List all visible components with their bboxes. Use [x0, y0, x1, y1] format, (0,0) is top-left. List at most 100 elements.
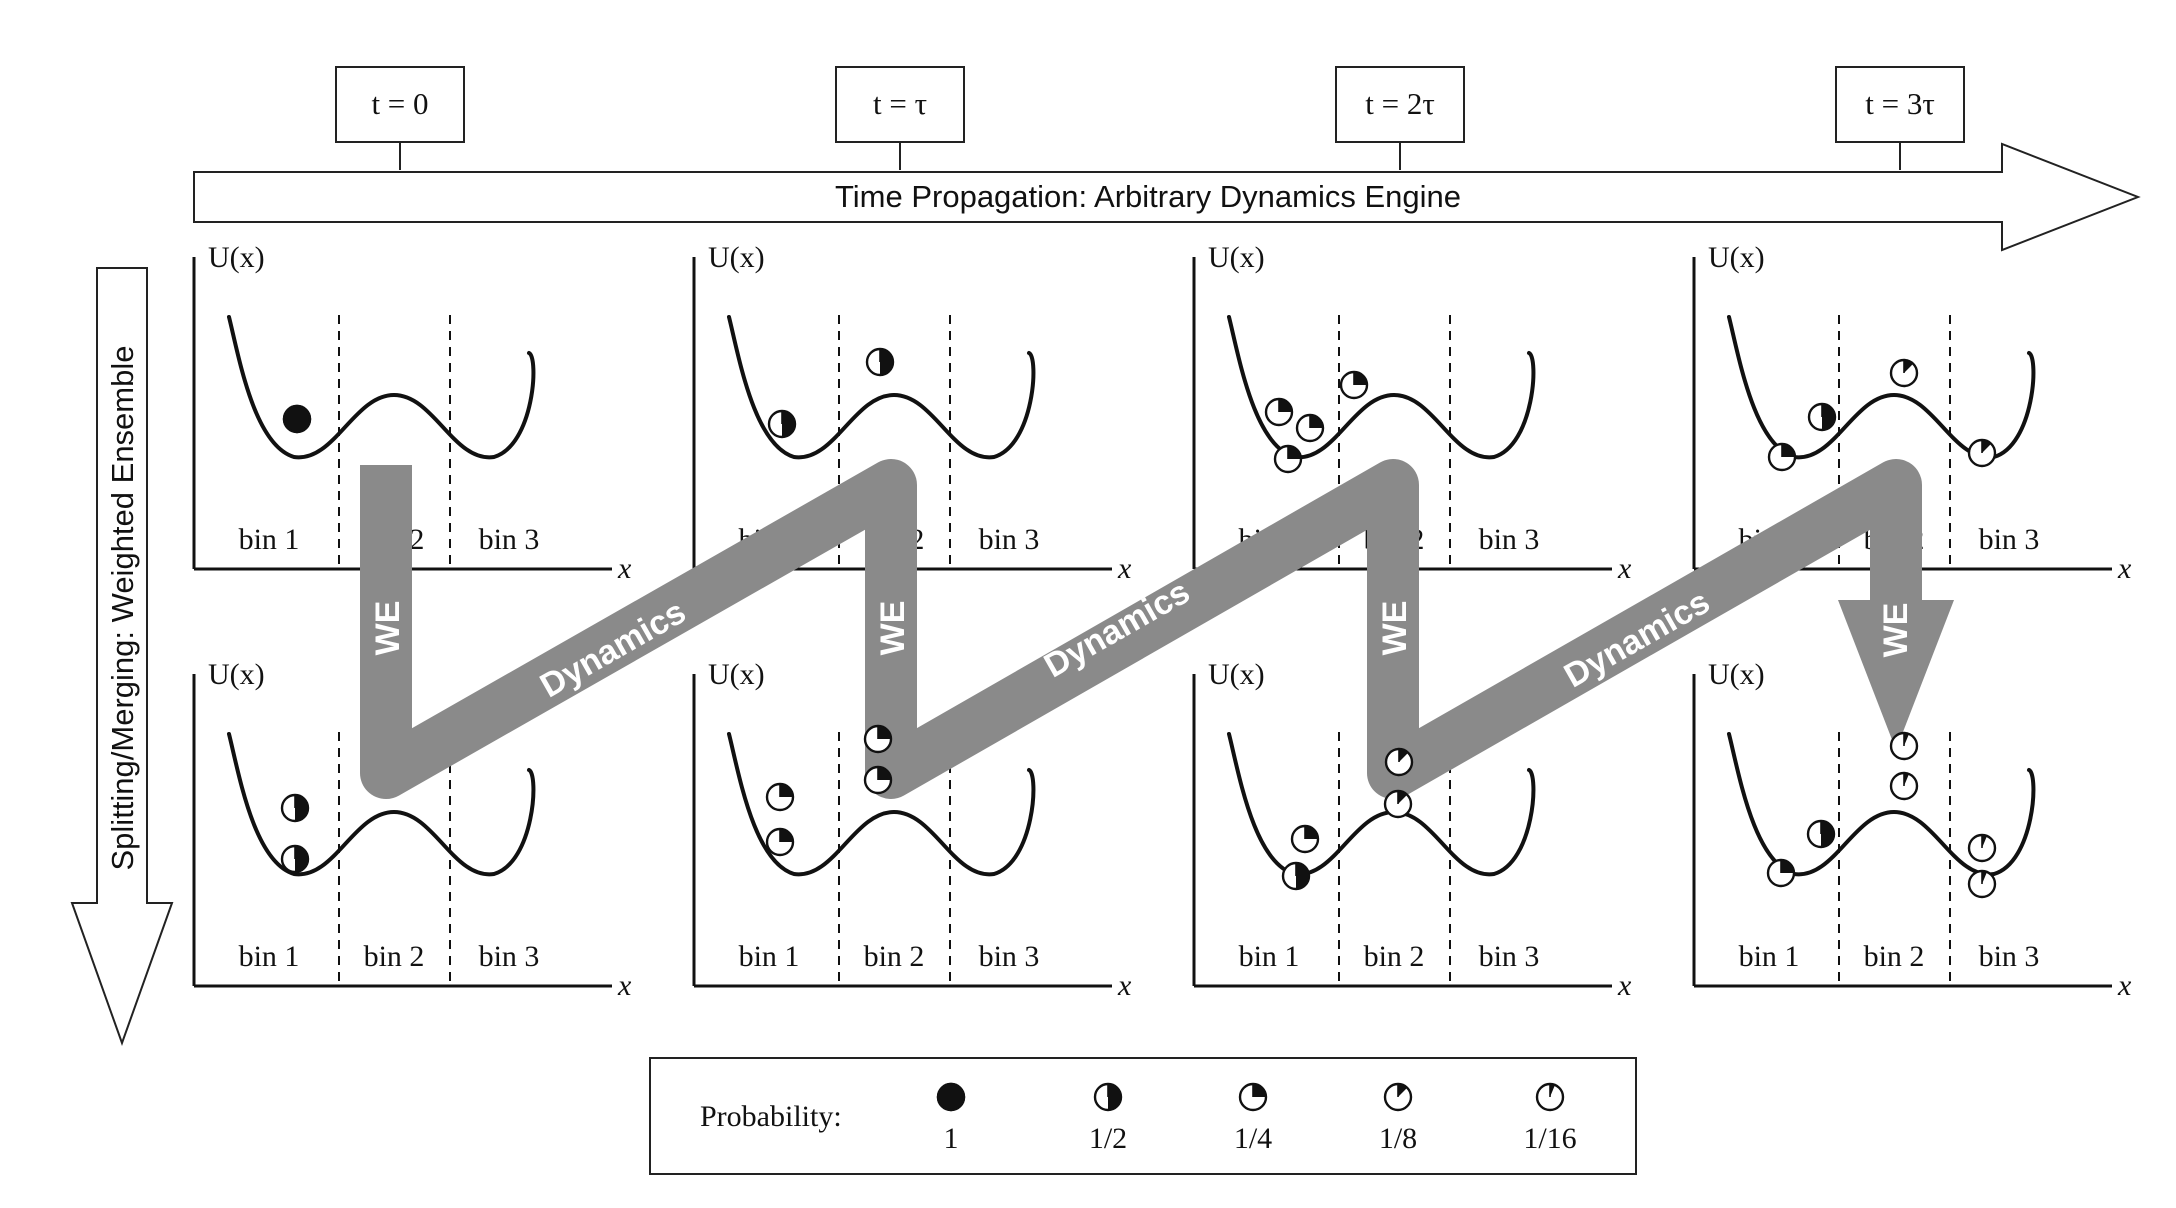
walker-marker: [1766, 858, 1796, 888]
bin-label-2: bin 2: [364, 940, 425, 973]
panel-bottom-1: U(x) x bin 1 bin 2 bin 3: [692, 658, 1132, 1002]
probability-legend: Probability: 1 1/2 1/4 1/8 1/16: [649, 1057, 1637, 1175]
walker-marker: [1807, 402, 1837, 432]
walker-marker: [1967, 833, 1997, 863]
x-axis-label: x: [1617, 552, 1632, 585]
walker-marker: [767, 409, 797, 439]
flow-label-we: WE: [1877, 603, 1915, 658]
potential-curve: [727, 315, 1036, 460]
time-tick-1: t = τ: [835, 66, 965, 170]
time-tick-3: t = 3τ: [1835, 66, 1965, 170]
bin-label-2: bin 2: [1364, 940, 1425, 973]
bin-label-3: bin 3: [979, 940, 1040, 973]
potential-curve: [727, 732, 1036, 877]
bin-label-3: bin 3: [479, 940, 540, 973]
legend-marker: [1383, 1082, 1413, 1112]
bin-label-1: bin 1: [239, 523, 300, 556]
legend-label: 1: [944, 1122, 959, 1155]
legend-marker: [1535, 1082, 1565, 1112]
bin-label-3: bin 3: [479, 523, 540, 556]
bin-label-1: bin 1: [1239, 940, 1300, 973]
legend-item: 1/8: [1379, 1082, 1417, 1155]
time-label: t = 0: [371, 86, 428, 121]
x-axis-label: x: [1117, 552, 1132, 585]
walker-marker: [1273, 444, 1303, 474]
bin-label-3: bin 3: [1479, 940, 1540, 973]
bin-label-3: bin 3: [1979, 940, 2040, 973]
legend-item: 1/4: [1234, 1082, 1272, 1155]
legend-marker: [936, 1082, 966, 1112]
legend-item: 1: [936, 1082, 966, 1155]
legend-item: 1/2: [1089, 1082, 1127, 1155]
bin-label-3: bin 3: [1979, 523, 2040, 556]
legend-marker: [1238, 1082, 1268, 1112]
walker-marker: [1339, 370, 1369, 400]
walker-marker: [1295, 413, 1325, 443]
time-propagation-arrow: Time Propagation: Arbitrary Dynamics Eng…: [193, 142, 2141, 252]
walker-marker: [865, 347, 895, 377]
legend-item: 1/16: [1523, 1082, 1577, 1155]
bin-label-3: bin 3: [979, 523, 1040, 556]
legend-label: 1/8: [1379, 1122, 1417, 1155]
flow-path: WE WE WE WE Dynamics Dynamics Dynamics: [360, 459, 1954, 799]
x-axis-label: x: [2117, 552, 2132, 585]
potential-curve: [1727, 732, 2036, 877]
legend-label: 1/16: [1523, 1122, 1576, 1155]
potential-label: U(x): [708, 241, 765, 274]
bin-label-1: bin 1: [739, 940, 800, 973]
walker-marker: [1967, 438, 1997, 468]
walker-marker: [1281, 861, 1311, 891]
time-tick-0: t = 0: [335, 66, 465, 170]
walker-marker: [1384, 747, 1414, 777]
walker-marker: [1806, 819, 1836, 849]
flow-label-we: WE: [369, 601, 407, 656]
potential-label: U(x): [1708, 658, 1765, 691]
walker-marker: [282, 404, 312, 434]
potential-label: U(x): [708, 658, 765, 691]
walker-marker: [765, 827, 795, 857]
walker-marker: [863, 765, 893, 795]
potential-curve: [227, 732, 536, 877]
bin-label-1: bin 1: [239, 940, 300, 973]
walker-marker: [280, 844, 310, 874]
potential-label: U(x): [1208, 658, 1265, 691]
potential-curve: [1727, 315, 2036, 460]
walker-marker: [1889, 771, 1919, 801]
flow-arrowhead: [1838, 600, 1954, 750]
time-label: t = τ: [873, 86, 927, 121]
flow-label-we: WE: [1376, 601, 1414, 656]
x-axis-label: x: [1117, 969, 1132, 1002]
bin-label-2: bin 2: [1864, 940, 1925, 973]
legend-items: 1 1/2 1/4 1/8 1/16: [936, 1082, 1577, 1155]
potential-curve: [1227, 315, 1536, 460]
vertical-arrow-label: Splitting/Merging: Weighted Ensemble: [105, 346, 140, 871]
walker-marker: [863, 724, 893, 754]
potential-label: U(x): [1708, 241, 1765, 274]
legend-title: Probability:: [700, 1100, 842, 1133]
time-label: t = 3τ: [1865, 86, 1935, 121]
potential-label: U(x): [1208, 241, 1265, 274]
time-arrow-label: Time Propagation: Arbitrary Dynamics Eng…: [835, 179, 1461, 214]
time-tick-2: t = 2τ: [1335, 66, 1465, 170]
bin-label-1: bin 1: [1739, 940, 1800, 973]
legend-label: 1/4: [1234, 1122, 1272, 1155]
panel-bottom-3: U(x) x bin 1 bin 2 bin 3: [1692, 658, 2132, 1002]
walker-marker: [1264, 397, 1294, 427]
x-axis-label: x: [617, 969, 632, 1002]
walker-marker: [1290, 824, 1320, 854]
potential-curve: [227, 315, 536, 460]
x-axis-label: x: [617, 552, 632, 585]
legend-label: 1/2: [1089, 1122, 1127, 1155]
splitting-merging-arrow: Splitting/Merging: Weighted Ensemble: [70, 267, 174, 1046]
panel-bottom-0: U(x) x bin 1 bin 2 bin 3: [192, 658, 632, 1002]
flow-path-band: [360, 459, 1922, 799]
walker-marker: [1889, 358, 1919, 388]
walker-marker: [1967, 869, 1997, 899]
time-label: t = 2τ: [1365, 86, 1435, 121]
x-axis-label: x: [2117, 969, 2132, 1002]
potential-label: U(x): [208, 658, 265, 691]
walker-marker: [1767, 442, 1797, 472]
bin-label-3: bin 3: [1479, 523, 1540, 556]
